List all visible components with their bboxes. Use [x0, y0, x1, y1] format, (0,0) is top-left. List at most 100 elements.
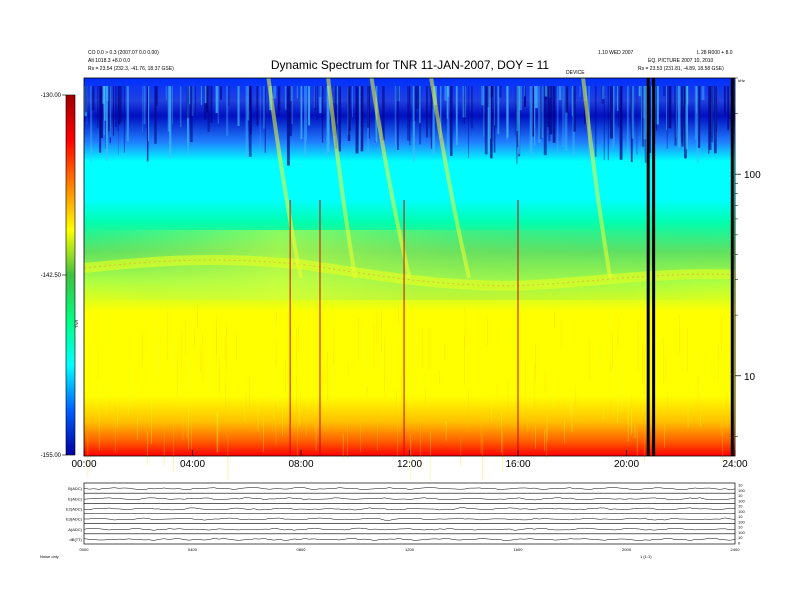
- spectrum-striation: [342, 434, 344, 459]
- spectrum-striation: [278, 86, 281, 111]
- spectrum-striation: [298, 324, 299, 354]
- spectrum-striation: [333, 345, 335, 389]
- spectrum-striation: [363, 325, 365, 373]
- spectrum-striation: [202, 332, 204, 379]
- spectrum-striation: [186, 406, 188, 439]
- spectrum-striation: [324, 364, 326, 385]
- spectrum-striation: [296, 374, 297, 422]
- spectrum-striation: [384, 376, 385, 398]
- spectrum-striation: [666, 86, 668, 149]
- spectrum-striation: [249, 86, 251, 111]
- spectrum-striation: [142, 86, 143, 133]
- spectrum-striation: [190, 86, 193, 143]
- panel-trace: [83, 538, 736, 541]
- spectrum-striation: [539, 86, 542, 139]
- spectrum-striation: [450, 86, 453, 157]
- spectrum-striation: [98, 409, 100, 451]
- panel-trace: [83, 497, 736, 501]
- spectrum-striation: [612, 333, 613, 368]
- spectrum-striation: [699, 360, 701, 395]
- spectrum-striation: [481, 86, 484, 106]
- spectrum-striation: [216, 328, 217, 355]
- spectrum-striation: [565, 86, 569, 113]
- spectrum-striation: [169, 86, 172, 159]
- spectrum-striation: [482, 86, 483, 117]
- radio-burst-streak: [429, 77, 472, 279]
- spectrum-striation: [194, 327, 195, 349]
- spectrum-striation: [120, 86, 123, 122]
- spectrum-striation: [158, 332, 160, 357]
- spectrum-striation: [641, 86, 645, 147]
- spectrum-striation: [655, 86, 657, 131]
- spectrum-striation: [159, 359, 160, 373]
- spectrum-striation: [710, 86, 714, 143]
- spectrum-striation: [275, 312, 277, 326]
- spectrum-striation: [396, 390, 397, 412]
- spectrum-striation: [173, 422, 175, 472]
- spectrum-striation: [531, 86, 533, 158]
- x-tick-label: 12:00: [397, 459, 422, 470]
- spectrum-striation: [187, 86, 189, 155]
- spectrum-striation: [123, 86, 125, 153]
- spectrum-striation: [666, 86, 667, 131]
- spectrum-striation: [525, 359, 527, 399]
- spectrum-striation: [665, 355, 667, 381]
- spectrum-striation: [524, 86, 526, 97]
- spectrum-striation: [464, 335, 465, 385]
- spectrum-striation: [679, 313, 680, 356]
- spectrum-striation: [286, 86, 290, 166]
- spectrum-striation: [444, 86, 447, 101]
- spectrum-striation: [545, 428, 547, 459]
- spectrum-striation: [409, 86, 411, 146]
- spectrum-striation: [610, 398, 612, 418]
- panel-x-tick: 2400: [731, 547, 741, 552]
- spectrum-striation: [165, 86, 167, 100]
- panel-trace: [83, 487, 736, 490]
- spectrum-striation: [712, 353, 714, 386]
- spectrum-striation: [612, 86, 615, 149]
- spectrum-striation: [97, 345, 99, 380]
- spectrum-striation: [468, 86, 470, 158]
- spectrum-striation: [217, 411, 219, 453]
- spectrum-striation: [549, 86, 553, 135]
- panel-x-tick: 0800: [297, 547, 307, 552]
- spectrum-striation: [490, 86, 493, 159]
- spectrum-striation: [275, 406, 277, 446]
- spectrum-striation: [105, 86, 108, 161]
- spectrum-striation: [558, 86, 562, 101]
- spectrum-striation: [547, 86, 550, 128]
- spectrum-striation: [445, 420, 447, 441]
- spectrum-striation: [526, 406, 528, 434]
- spectrum-striation: [215, 86, 218, 114]
- spectrum-striation: [236, 334, 238, 361]
- spectrum-striation: [609, 310, 611, 330]
- spectrum-striation: [319, 86, 322, 114]
- colorbar: [65, 94, 76, 456]
- spectrum-striation: [514, 86, 516, 136]
- spectrum-striation: [490, 86, 493, 98]
- spectrum-striation: [720, 418, 722, 436]
- spectrum-plot-area: [83, 77, 736, 481]
- panel-label: B(ADC): [68, 486, 82, 491]
- spectrum-striation: [643, 86, 647, 140]
- spectrum-striation: [570, 400, 571, 418]
- spectrum-striation: [273, 311, 275, 333]
- spectrum-striation: [91, 86, 95, 111]
- spectrum-striation: [398, 307, 399, 325]
- spectrum-striation: [397, 415, 398, 457]
- header-left-line3: Rs = 23.54 (232.3, -41.76, 18.37 GSE): [88, 66, 174, 72]
- spectrum-striation: [422, 329, 423, 368]
- spectrum-striation: [226, 323, 227, 373]
- spectrum-striation: [617, 395, 618, 424]
- spectrum-striation: [491, 359, 493, 378]
- x-tick-label: 08:00: [288, 459, 313, 470]
- spectrum-striation: [708, 86, 712, 151]
- spectrum-striation: [171, 345, 172, 357]
- spectrum-striation: [104, 86, 106, 121]
- spectrum-striation: [642, 86, 644, 147]
- spectrum-striation: [439, 369, 440, 385]
- spectrum-striation: [489, 86, 491, 139]
- spectrum-striation: [148, 86, 150, 141]
- spectrum-striation: [115, 86, 117, 128]
- spectrum-striation: [376, 310, 378, 345]
